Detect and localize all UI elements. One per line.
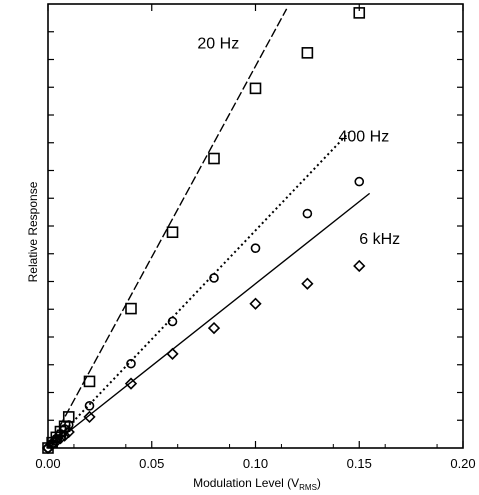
- marker-circle: [167, 316, 178, 327]
- fit-line: [47, 8, 288, 449]
- marker-diamond: [353, 259, 366, 273]
- series-label: 20 Hz: [197, 35, 239, 52]
- x-tick-label: 0.10: [243, 456, 268, 471]
- marker-square: [353, 7, 366, 19]
- marker-diamond: [54, 432, 67, 445]
- y-axis-title: Relative Response: [26, 181, 40, 282]
- marker-diamond: [58, 429, 71, 442]
- marker-square: [301, 47, 314, 59]
- x-axis-title: Modulation Level (VRMS): [193, 476, 321, 492]
- x-axis-title-sub: RMS: [299, 483, 317, 492]
- marker-diamond: [124, 377, 138, 390]
- y-ticks: [48, 31, 463, 421]
- fit-lines: [47, 8, 371, 449]
- marker-diamond: [50, 435, 63, 448]
- fit-line: [47, 131, 350, 449]
- x-axis-title-main: Modulation Level (V: [193, 476, 299, 490]
- series-label: 6 kHz: [359, 231, 400, 248]
- marker-circle: [302, 208, 313, 219]
- x-ticks: 0.00 0.05 0.10 0.15 0.20: [35, 4, 476, 471]
- marker-circle: [126, 358, 136, 369]
- marker-diamond: [166, 347, 179, 361]
- data-markers: [41, 7, 366, 455]
- marker-circle: [84, 401, 95, 411]
- marker-square: [62, 411, 75, 423]
- marker-square: [83, 375, 96, 388]
- marker-square: [166, 226, 179, 239]
- marker-circle: [63, 420, 74, 430]
- marker-diamond: [83, 410, 96, 424]
- marker-circle: [209, 273, 219, 283]
- marker-square: [249, 82, 262, 95]
- x-tick-label: 0.00: [35, 456, 60, 471]
- marker-circle: [354, 176, 365, 187]
- marker-diamond: [62, 425, 75, 439]
- marker-diamond: [207, 321, 221, 335]
- marker-square: [125, 302, 137, 315]
- x-axis-title-close: ): [317, 476, 321, 490]
- marker-diamond: [301, 277, 314, 290]
- x-tick-label: 0.15: [347, 456, 372, 471]
- marker-diamond: [46, 438, 59, 451]
- series-label: 400 Hz: [339, 129, 390, 146]
- marker-square: [208, 152, 220, 165]
- x-tick-label: 0.20: [450, 456, 475, 471]
- marker-diamond: [41, 441, 55, 455]
- marker-diamond: [249, 297, 262, 310]
- series-labels: 20 Hz 400 Hz 6 kHz: [197, 35, 400, 247]
- fit-line: [47, 192, 371, 449]
- x-tick-label: 0.05: [139, 456, 164, 471]
- marker-circle: [250, 243, 261, 253]
